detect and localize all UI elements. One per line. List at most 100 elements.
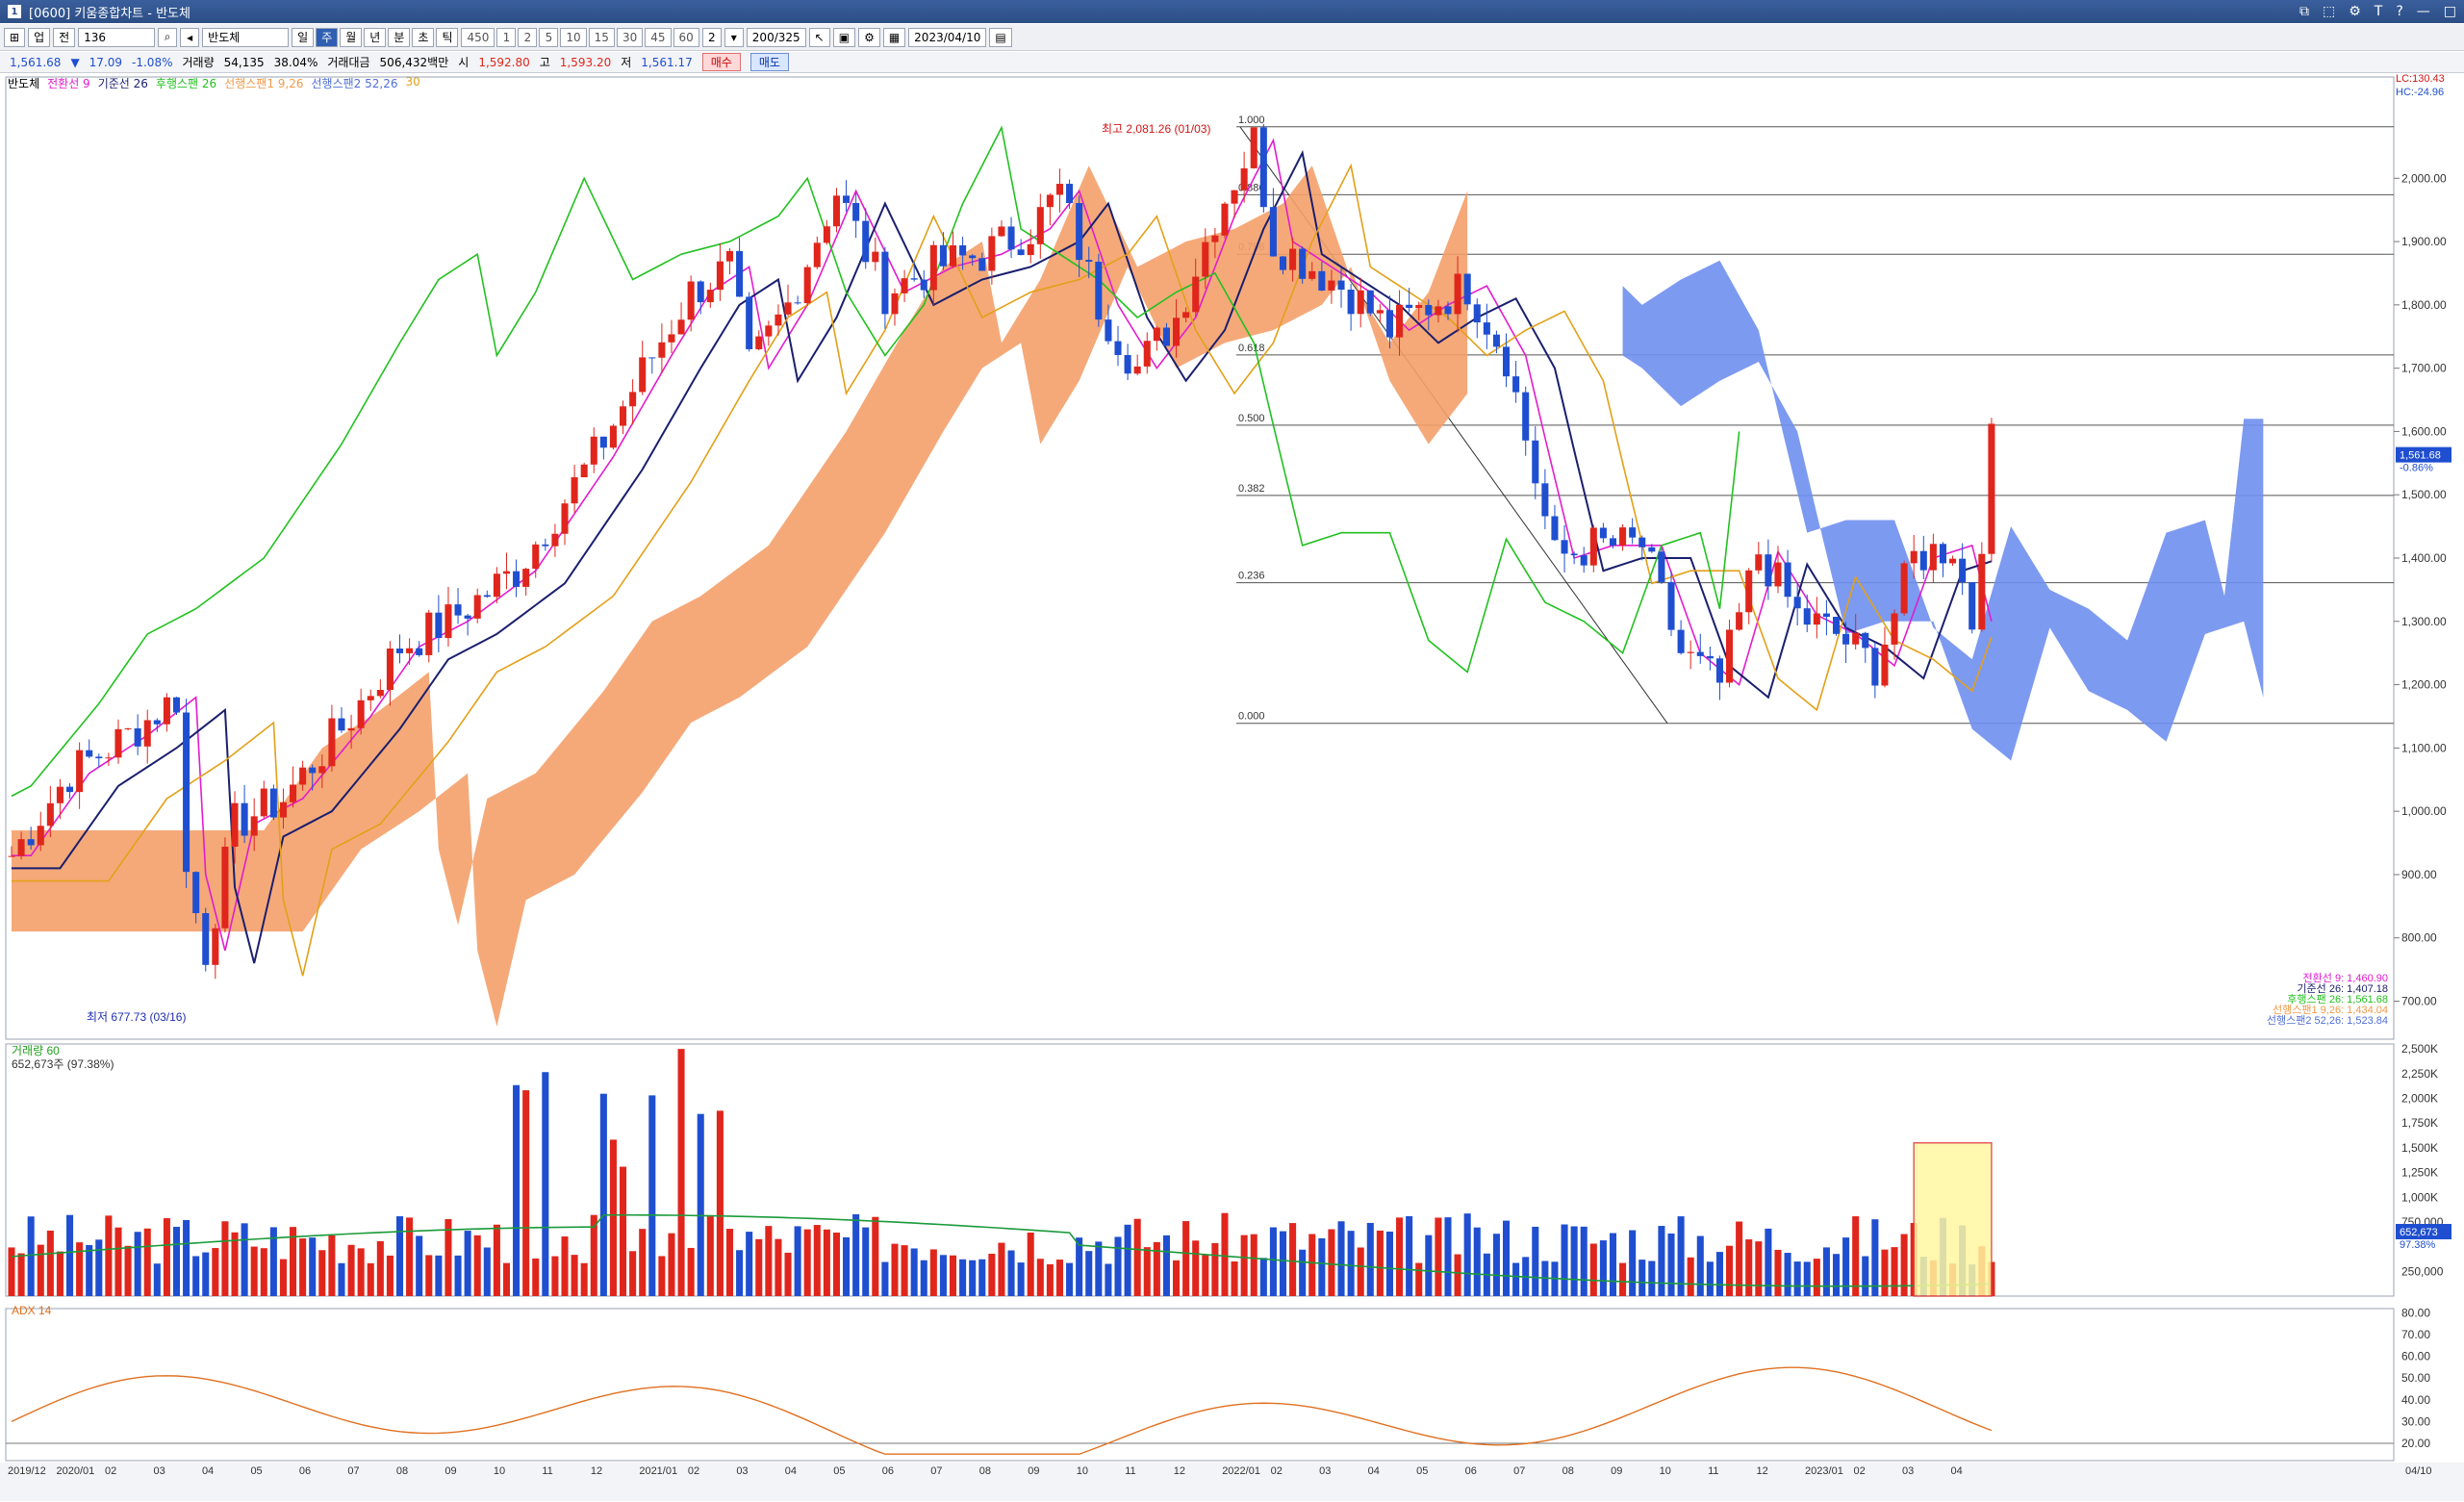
volume-bar bbox=[1454, 1254, 1461, 1296]
volume-bar bbox=[1385, 1231, 1393, 1296]
price-tag-change: -0.86% bbox=[2400, 463, 2433, 474]
volume-bar bbox=[1512, 1262, 1520, 1296]
volume-bar bbox=[1813, 1259, 1820, 1296]
tab-period[interactable]: 분 bbox=[388, 27, 411, 47]
volume-bar bbox=[65, 1214, 74, 1296]
candle-body bbox=[95, 756, 103, 759]
title-bar: 1 [0600] 키움종합차트 - 반도체 ⧉ ⬚ ⚙ T? — □ bbox=[0, 0, 2464, 23]
tab-period[interactable]: 년 bbox=[364, 27, 387, 47]
pin-icon[interactable]: ⬚ bbox=[2322, 4, 2336, 19]
fib-level-label: 0.500 bbox=[1238, 413, 1265, 424]
grid-icon[interactable]: ▤ bbox=[989, 27, 1012, 47]
candle-body bbox=[687, 281, 695, 320]
interval-button[interactable]: 2 bbox=[518, 27, 538, 47]
candle-body bbox=[1512, 376, 1520, 393]
price-infobar: 1,561.68 ▼ 17.09 -1.08% 거래량 54,135 38.04… bbox=[0, 52, 2464, 73]
prev-icon[interactable]: ◂ bbox=[180, 27, 200, 47]
range-field[interactable]: 200/325 bbox=[746, 27, 806, 47]
adx-tick-label: 40.00 bbox=[2401, 1393, 2430, 1407]
interval-button[interactable]: 15 bbox=[588, 27, 615, 47]
tab-period[interactable]: 주 bbox=[316, 27, 339, 47]
candle-body bbox=[1784, 562, 1791, 598]
date-field[interactable]: 2023/04/10 bbox=[908, 27, 987, 47]
name-field[interactable]: 반도체 bbox=[202, 27, 290, 47]
chart-area[interactable]: 2,000.00 1,900.00 1,800.00 1,700.00 1,600.00… bbox=[0, 74, 2464, 1502]
candle-body bbox=[299, 767, 307, 785]
volume-bar bbox=[901, 1245, 908, 1296]
tab-period[interactable]: 틱 bbox=[436, 27, 459, 47]
volume-bar bbox=[290, 1227, 297, 1296]
volume-bar bbox=[1677, 1216, 1685, 1296]
volume-bar bbox=[736, 1250, 744, 1296]
restore-icon[interactable]: ⧉ bbox=[2299, 4, 2309, 19]
volume-bar bbox=[920, 1260, 927, 1296]
tab-period[interactable]: 초 bbox=[412, 27, 435, 47]
candle-body bbox=[8, 855, 15, 857]
close-icon[interactable]: □ bbox=[2443, 4, 2456, 19]
tab-period[interactable]: 일 bbox=[292, 27, 315, 47]
minimize-icon[interactable]: ? bbox=[2396, 4, 2403, 19]
interval-button[interactable]: 10 bbox=[560, 27, 587, 47]
candle-body bbox=[784, 302, 792, 315]
adx-tick-label: 20.00 bbox=[2401, 1437, 2430, 1450]
interval-buttons: 450 1 2 5 10 15 30 45 60 bbox=[461, 27, 699, 47]
maximize-icon[interactable]: — bbox=[2416, 4, 2430, 19]
volume-current: 652,673주 (97.38%) bbox=[12, 1057, 114, 1071]
candle-body bbox=[1425, 305, 1433, 316]
sell-button[interactable]: 매도 bbox=[749, 53, 789, 71]
volume-bar bbox=[435, 1255, 443, 1296]
candle-body bbox=[1726, 629, 1734, 683]
volume-bar bbox=[493, 1224, 500, 1296]
lock-icon[interactable]: ▣ bbox=[832, 27, 856, 47]
x-axis-label: 12 bbox=[591, 1465, 602, 1477]
search-icon[interactable]: ⌕ bbox=[158, 27, 178, 47]
help-icon[interactable]: T bbox=[2374, 4, 2383, 19]
refresh-icon[interactable]: ⊞ bbox=[4, 27, 26, 47]
buy-button[interactable]: 매수 bbox=[701, 53, 741, 71]
count-select[interactable]: 2 bbox=[701, 27, 722, 47]
lc-hc-label: LC:130.43 bbox=[2396, 74, 2445, 85]
volume-bar bbox=[1793, 1261, 1801, 1296]
market-select[interactable]: 전 bbox=[53, 27, 76, 47]
code-input[interactable]: 136 bbox=[78, 27, 156, 47]
ichimoku-cloud-bullish bbox=[12, 165, 1468, 1027]
interval-button[interactable]: 450 bbox=[461, 27, 495, 47]
interval-button[interactable]: 45 bbox=[645, 27, 672, 47]
candle-body bbox=[183, 712, 191, 873]
legend-value: 후행스팬 26: 1,561.68 bbox=[2287, 993, 2388, 1006]
settings-icon[interactable]: ⚙ bbox=[2349, 4, 2361, 19]
settings-icon[interactable]: ⚙ bbox=[858, 27, 880, 47]
sector-select[interactable]: 업 bbox=[28, 27, 51, 47]
volume-bar bbox=[1891, 1247, 1898, 1296]
volume-tick-label: 1,250K bbox=[2401, 1166, 2438, 1180]
interval-button[interactable]: 60 bbox=[673, 27, 699, 47]
interval-button[interactable]: 30 bbox=[616, 27, 644, 47]
candle-body bbox=[1629, 527, 1637, 538]
high-label: 고 bbox=[539, 56, 550, 69]
x-axis-label: 09 bbox=[1611, 1465, 1622, 1477]
candle-body bbox=[1696, 651, 1704, 656]
candle-body bbox=[765, 325, 773, 337]
cursor-icon[interactable]: ↖ bbox=[808, 27, 830, 47]
volume-bar bbox=[1036, 1259, 1044, 1296]
volume-bar bbox=[1366, 1222, 1374, 1296]
candle-body bbox=[376, 690, 384, 697]
volume-bar bbox=[386, 1255, 394, 1296]
interval-button[interactable]: 5 bbox=[539, 27, 559, 47]
interval-button[interactable]: 1 bbox=[496, 27, 517, 47]
calendar-icon[interactable]: ▦ bbox=[882, 27, 906, 47]
x-axis-label: 2019/12 bbox=[8, 1465, 46, 1477]
candle-body bbox=[969, 255, 977, 259]
volume-bar bbox=[561, 1236, 569, 1296]
candle-body bbox=[105, 757, 113, 759]
candle-body bbox=[1919, 550, 1927, 571]
tab-period[interactable]: 월 bbox=[340, 27, 363, 47]
y-tick-label: 900.00 bbox=[2401, 868, 2437, 881]
volume-bar bbox=[221, 1221, 229, 1296]
volume-bar bbox=[949, 1255, 957, 1296]
volume-bar bbox=[328, 1235, 336, 1296]
volume-bar bbox=[1017, 1262, 1025, 1296]
chevron-down-icon[interactable]: ▾ bbox=[724, 27, 744, 47]
candle-body bbox=[668, 334, 675, 343]
candle-body bbox=[1881, 644, 1889, 686]
